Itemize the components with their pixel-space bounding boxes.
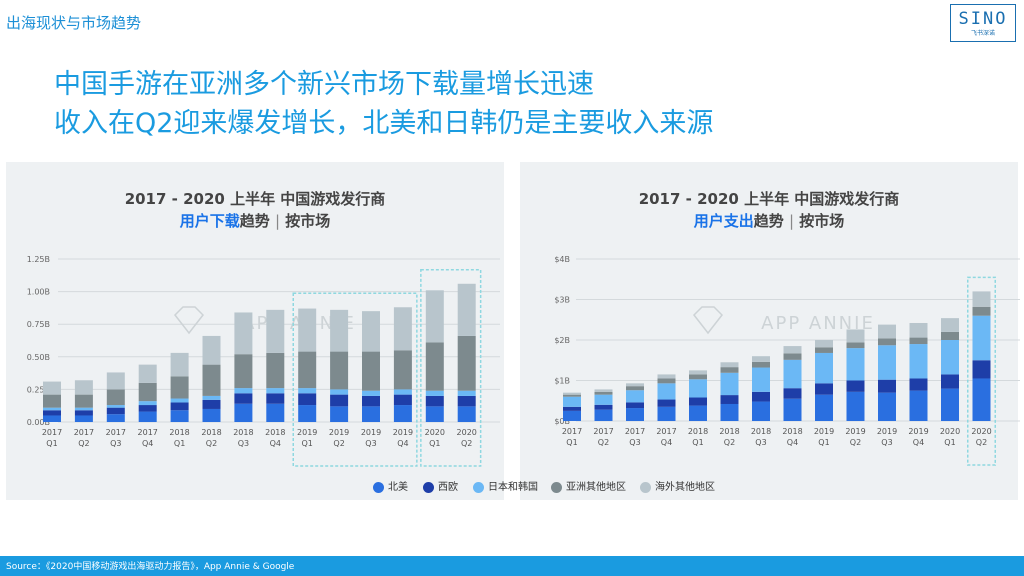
legend-dot-icon bbox=[473, 481, 484, 493]
footer-bar: Source：《2020中国移动游戏出海驱动力报告》，App Annie & G… bbox=[0, 556, 1024, 576]
logo-text: SINO bbox=[958, 9, 1008, 29]
top-bar: 出海现状与市场趋势 SINO 飞书深诺 bbox=[0, 0, 1024, 46]
spending-chart-title: 2017 - 2020 上半年 中国游戏发行商 bbox=[638, 190, 900, 208]
spending-chart-panel: 2017 - 2020 上半年 中国游戏发行商 用户支出趋势 | 按市场 bbox=[520, 162, 1018, 500]
brand-logo: SINO 飞书深诺 bbox=[950, 4, 1016, 42]
source-note: Source：《2020中国移动游戏出海驱动力报告》，App Annie & G… bbox=[6, 562, 295, 572]
downloads-chart-subtitle: 用户下载趋势 | 按市场 bbox=[6, 210, 504, 231]
legend-label: 亚洲其他地区 bbox=[566, 482, 626, 493]
spending-chart-subtitle: 用户支出趋势 | 按市场 bbox=[520, 210, 1018, 231]
legend-dot-icon bbox=[551, 481, 562, 493]
legend-item-other-overseas: 海外其他地区 bbox=[640, 478, 715, 493]
legend-item-western-europe: 西欧 bbox=[423, 478, 458, 493]
legend-dot-icon bbox=[373, 481, 384, 493]
downloads-subtitle-tail: 按市场 bbox=[285, 212, 331, 230]
spending-subtitle-rest: 趋势 bbox=[753, 212, 784, 230]
legend-item-other-asia: 亚洲其他地区 bbox=[551, 478, 626, 493]
downloads-chart-title: 2017 - 2020 上半年 中国游戏发行商 bbox=[124, 190, 386, 208]
section-title: 出海现状与市场趋势 bbox=[6, 14, 142, 32]
legend-item-north-america: 北美 bbox=[373, 478, 408, 493]
downloads-chart-panel: 2017 - 2020 上半年 中国游戏发行商 用户下载趋势 | 按市场 bbox=[6, 162, 504, 500]
legend-label: 西欧 bbox=[438, 482, 458, 493]
downloads-subtitle-separator: | bbox=[274, 212, 281, 230]
logo-subtext: 飞书深诺 bbox=[970, 30, 995, 37]
legend-dot-icon bbox=[423, 481, 434, 493]
spending-subtitle-separator: | bbox=[788, 212, 795, 230]
legend-dot-icon bbox=[640, 481, 651, 493]
downloads-subtitle-rest: 趋势 bbox=[239, 212, 270, 230]
downloads-subtitle-highlight: 用户下载 bbox=[179, 212, 240, 230]
chart-legend: 北美 西欧 日本和韩国 亚洲其他地区 海外其他地区 bbox=[0, 478, 1024, 496]
legend-label: 海外其他地区 bbox=[655, 482, 715, 493]
spending-subtitle-highlight: 用户支出 bbox=[693, 212, 754, 230]
legend-label: 日本和韩国 bbox=[488, 482, 538, 493]
legend-label: 北美 bbox=[388, 482, 408, 493]
headline-line-2: 收入在Q2迎来爆发增长，北美和日韩仍是主要收入来源 bbox=[54, 108, 714, 139]
legend-item-japan-korea: 日本和韩国 bbox=[473, 478, 538, 493]
spending-subtitle-tail: 按市场 bbox=[799, 212, 845, 230]
headline-line-1: 中国手游在亚洲多个新兴市场下载量增长迅速 bbox=[54, 69, 594, 100]
